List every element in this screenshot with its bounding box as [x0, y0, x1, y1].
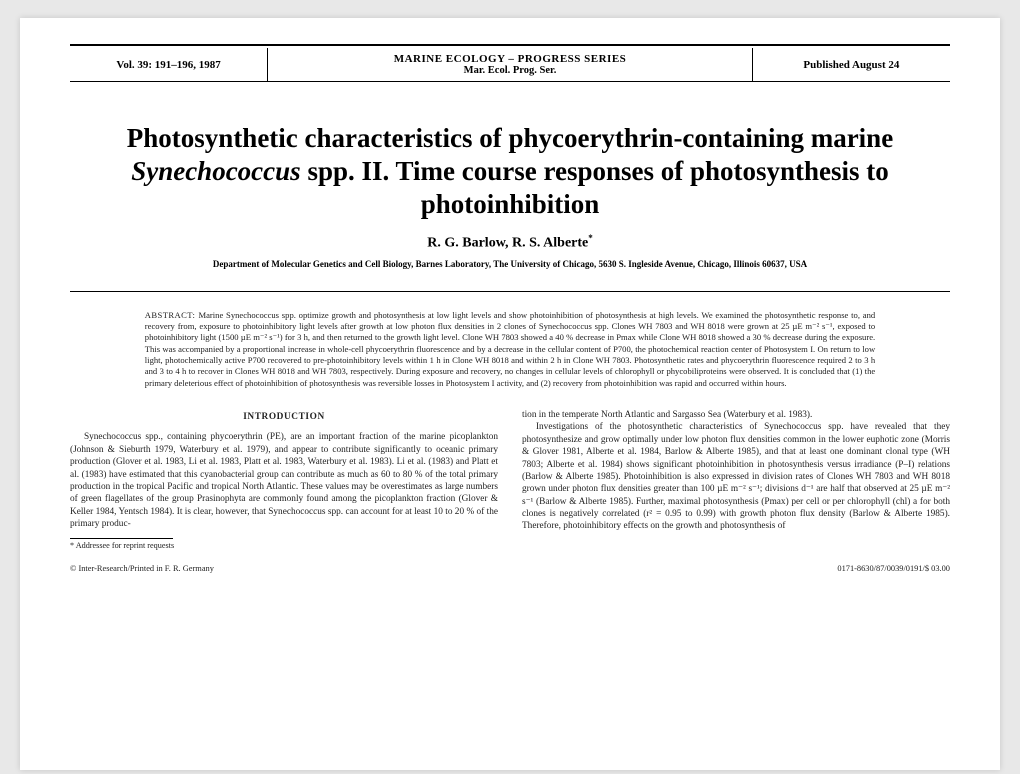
- masthead-center: MARINE ECOLOGY – PROGRESS SERIES Mar. Ec…: [268, 48, 753, 81]
- author-names: R. G. Barlow, R. S. Alberte: [427, 235, 588, 250]
- rule-under-affil: [70, 291, 950, 292]
- title-part1: Photosynthetic characteristics of phycoe…: [127, 123, 893, 153]
- volume-info: Vol. 39: 191–196, 1987: [116, 59, 220, 71]
- title-part2: spp. II. Time course responses of photos…: [301, 156, 889, 219]
- authors: R. G. Barlow, R. S. Alberte*: [70, 233, 950, 252]
- copyright-line: © Inter-Research/Printed in F. R. German…: [70, 564, 214, 573]
- footnote-text: Addressee for reprint requests: [74, 541, 174, 550]
- intro-para-cont: tion in the temperate North Atlantic and…: [522, 409, 950, 421]
- abstract-label: ABSTRACT:: [145, 310, 199, 320]
- body-columns: INTRODUCTION Synechococcus spp., contain…: [70, 409, 950, 556]
- masthead: Vol. 39: 191–196, 1987 MARINE ECOLOGY – …: [70, 48, 950, 81]
- intro-para-1: Synechococcus spp., containing phycoeryt…: [70, 431, 498, 530]
- masthead-left: Vol. 39: 191–196, 1987: [70, 48, 268, 81]
- abstract-body: Marine Synechococcus spp. optimize growt…: [145, 310, 875, 388]
- issn-price: 0171-8630/87/0039/0191/$ 03.00: [837, 564, 950, 573]
- footnote-rule: [70, 538, 173, 539]
- page-footer: © Inter-Research/Printed in F. R. German…: [70, 564, 950, 573]
- rule-under-masthead: [70, 81, 950, 82]
- intro-para-2: Investigations of the photosynthetic cha…: [522, 421, 950, 532]
- paper-page: Vol. 39: 191–196, 1987 MARINE ECOLOGY – …: [20, 18, 1000, 770]
- title-genus-italic: Synechococcus: [131, 156, 300, 186]
- journal-full-name: MARINE ECOLOGY – PROGRESS SERIES: [394, 53, 627, 65]
- journal-abbrev: Mar. Ecol. Prog. Ser.: [464, 65, 557, 76]
- publish-date: Published August 24: [803, 59, 899, 71]
- abstract: ABSTRACT: Marine Synechococcus spp. opti…: [145, 310, 875, 389]
- masthead-right: Published August 24: [753, 48, 950, 81]
- author-footnote-mark: *: [588, 233, 593, 243]
- affiliation: Department of Molecular Genetics and Cel…: [70, 259, 950, 270]
- rule-top-thick: [70, 44, 950, 46]
- article-title: Photosynthetic characteristics of phycoe…: [70, 122, 950, 221]
- footnote: * Addressee for reprint requests: [70, 541, 498, 552]
- section-heading-introduction: INTRODUCTION: [70, 411, 498, 423]
